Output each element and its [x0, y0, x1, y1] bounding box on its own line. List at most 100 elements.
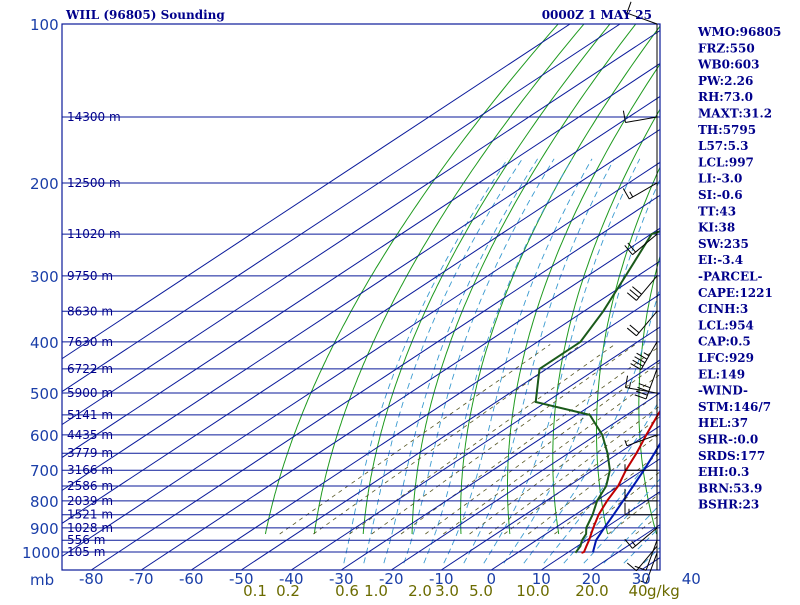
plot-frame	[62, 24, 660, 570]
stability-indices-panel: WMO:96805 FRZ:550 WB0:603 PW:2.26 RH:73.0 MAX…	[697, 25, 781, 512]
height-label: 105 m	[67, 545, 105, 559]
index-value: PW:2.26	[698, 74, 753, 88]
index-value: CINH:3	[698, 302, 748, 316]
pressure-tick-label: 1000	[22, 544, 60, 562]
station-title: WIIL (96805) Sounding	[65, 8, 225, 22]
dry-adiabat-line	[363, 23, 611, 534]
index-value: RH:73.0	[698, 90, 753, 104]
index-value: MAXT:31.2	[698, 107, 772, 121]
index-value: WB0:603	[697, 58, 759, 72]
height-label: 9750 m	[67, 269, 113, 283]
moist-adiabat-line	[504, 159, 670, 563]
index-value: EI:-3.4	[698, 253, 743, 267]
moist-adiabat-line	[444, 159, 592, 563]
wind-barb	[646, 540, 657, 570]
height-label: 5900 m	[67, 386, 113, 400]
index-value: EHI:0.3	[698, 465, 749, 479]
isotherms	[0, 24, 800, 570]
index-value: WMO:96805	[697, 25, 781, 39]
moist-adiabat-line	[404, 159, 554, 563]
index-value: LFC:929	[698, 351, 754, 365]
index-value: SI:-0.6	[698, 188, 743, 202]
wind-barb-half-flag	[625, 440, 627, 446]
index-value: STM:146/7	[698, 400, 771, 414]
wind-barb-flag	[623, 189, 629, 199]
isobars	[62, 24, 660, 552]
mixing-ratio-label: 0.6	[335, 582, 359, 600]
height-label: 5141 m	[67, 408, 113, 422]
index-value: -WIND-	[698, 384, 748, 398]
temperature-tick-label: 40	[682, 570, 701, 588]
index-value: HEL:37	[698, 416, 748, 430]
index-value: CAPE:1221	[698, 286, 773, 300]
mixing-ratio-label: 0.2	[276, 582, 300, 600]
mixing-ratio-unit: g/kg	[647, 582, 680, 600]
index-value: SHR-:0.0	[698, 433, 758, 447]
wind-barb-half-flag	[629, 382, 630, 388]
height-label: 8630 m	[67, 304, 113, 318]
wind-barb	[625, 117, 657, 123]
index-value: LI:-3.0	[698, 172, 742, 186]
height-label: 3779 m	[67, 446, 113, 460]
wind-barb	[629, 183, 657, 199]
mixing-ratio-label: 2.0	[408, 582, 432, 600]
height-label: 4435 m	[67, 428, 113, 442]
plot-border	[62, 24, 660, 570]
index-value: CAP:0.5	[698, 335, 751, 349]
mixing-ratio-line	[555, 345, 800, 535]
wind-barb-half-flag	[630, 192, 633, 197]
temperature-tick-label: -60	[179, 570, 204, 588]
mixing-ratio-label: 5.0	[469, 582, 493, 600]
height-label: 3166 m	[67, 463, 113, 477]
height-label: 2039 m	[67, 494, 113, 508]
pressure-tick-label: 200	[30, 175, 59, 193]
height-label: 2586 m	[67, 479, 113, 493]
pressure-tick-label: 600	[30, 427, 59, 445]
sounding-time: 0000Z 1 MAY 25	[542, 8, 652, 22]
pressure-tick-label: 400	[30, 334, 59, 352]
pressure-tick-label: 900	[30, 520, 59, 538]
mixing-ratio-label: 20.0	[575, 582, 608, 600]
temperature-trace	[582, 56, 800, 553]
wind-barb-flag	[635, 395, 646, 399]
dry-adiabat-line	[412, 23, 636, 534]
wind-barb-flag	[639, 384, 650, 388]
wind-barb	[632, 528, 657, 549]
index-value: LCL:954	[698, 318, 754, 332]
moist-adiabat-line	[564, 159, 797, 563]
mixing-ratio-label: 3.0	[435, 582, 459, 600]
mixing-ratio-label: 0.1	[243, 582, 267, 600]
index-value: TT:43	[698, 204, 736, 218]
wind-barb	[646, 369, 657, 399]
mixing-ratio-label: 1.0	[364, 582, 388, 600]
height-label: 14300 m	[67, 110, 121, 124]
index-value: BSHR:23	[698, 498, 759, 512]
pressure-unit-label: mb	[30, 571, 54, 589]
pressure-tick-label: 500	[30, 385, 59, 403]
height-label: 1521 m	[67, 508, 113, 522]
dry-adiabat-line	[796, 23, 800, 534]
index-value: EL:149	[698, 367, 745, 381]
temperature-tick-label: -80	[79, 570, 104, 588]
index-value: SW:235	[698, 237, 749, 251]
mixing-ratio-label: 10.0	[516, 582, 549, 600]
isotherm-line	[0, 24, 800, 570]
wind-barbs	[623, 2, 657, 583]
index-value: SRDS:177	[698, 449, 765, 463]
height-label: 7630 m	[67, 335, 113, 349]
pressure-tick-label: 700	[30, 462, 59, 480]
height-label: 6722 m	[67, 362, 113, 376]
index-value: LCL:997	[698, 155, 754, 169]
wind-barb	[636, 276, 657, 301]
index-value: FRZ:550	[698, 41, 755, 55]
pressure-tick-label: 100	[30, 16, 59, 34]
height-label: 12500 m	[67, 176, 121, 190]
index-value: BRN:53.9	[698, 481, 762, 495]
pressure-tick-label: 300	[30, 268, 59, 286]
index-value: TH:5795	[698, 123, 756, 137]
mixing-ratio-label: 40	[628, 582, 647, 600]
dry-adiabat-line	[314, 23, 585, 534]
height-label: 11020 m	[67, 227, 121, 241]
